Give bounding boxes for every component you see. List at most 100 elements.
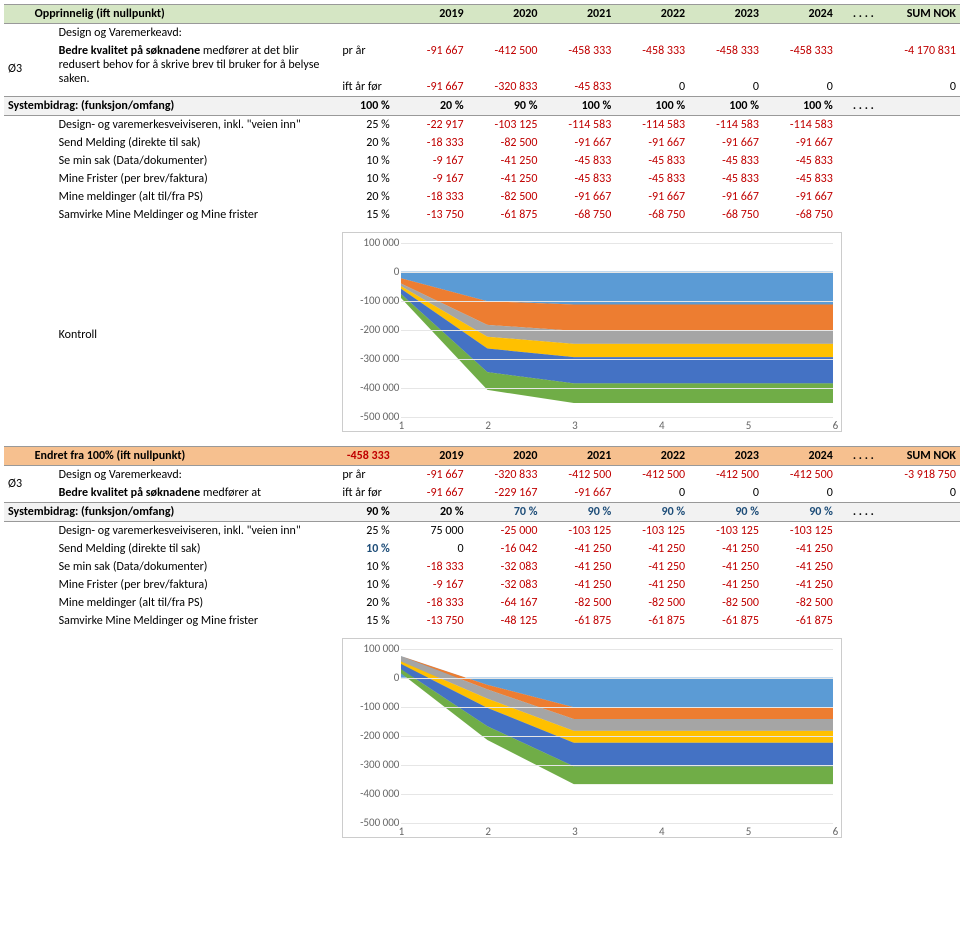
section2-syshdr: Systembidrag: (funksjon/omfang) 90 % 20 … <box>4 503 960 522</box>
row-pct: 25 % <box>338 522 393 541</box>
x-axis-label: 1 <box>399 825 405 839</box>
y-axis-label: -100 000 <box>347 700 399 714</box>
y-axis-label: -200 000 <box>347 323 399 337</box>
row-val: -82 500 <box>468 188 542 206</box>
row-val: -91 667 <box>615 134 689 152</box>
row-val: -13 750 <box>394 612 468 630</box>
x-axis-label: 4 <box>659 825 665 839</box>
row-val: -41 250 <box>689 540 763 558</box>
section1-header: Opprinnelig (ift nullpunkt) 2019 2020 20… <box>4 5 960 24</box>
x-axis-label: 5 <box>746 419 752 433</box>
row-name: Mine meldinger (alt til/fra PS) <box>31 594 339 612</box>
row-val: 75 000 <box>394 522 468 541</box>
row-val: 0 <box>394 540 468 558</box>
row-pct: 10 % <box>338 152 393 170</box>
section1-table: Opprinnelig (ift nullpunkt) 2019 2020 20… <box>4 4 960 446</box>
row-name: Mine Frister (per brev/faktura) <box>31 170 339 188</box>
row-val: -9 167 <box>394 152 468 170</box>
y-axis-label: -400 000 <box>347 381 399 395</box>
row-val: -114 583 <box>541 116 615 135</box>
hdr-title: Opprinnelig (ift nullpunkt) <box>31 5 339 24</box>
row-val: -41 250 <box>541 540 615 558</box>
x-axis-label: 6 <box>833 419 839 433</box>
row-val: -61 875 <box>468 206 542 224</box>
row-val: -41 250 <box>541 558 615 576</box>
row-val: -16 042 <box>468 540 542 558</box>
row-val: -91 667 <box>763 134 837 152</box>
row-val: -114 583 <box>689 116 763 135</box>
x-axis-label: 4 <box>659 419 665 433</box>
row-val: -68 750 <box>689 206 763 224</box>
table-row: Mine meldinger (alt til/fra PS)20 %-18 3… <box>4 594 960 612</box>
row-val: -91 667 <box>541 188 615 206</box>
row-val: -9 167 <box>394 170 468 188</box>
row-val: -68 750 <box>615 206 689 224</box>
y-axis-label: -500 000 <box>347 410 399 424</box>
x-axis-label: 6 <box>833 825 839 839</box>
row-val: -45 833 <box>763 170 837 188</box>
row-val: -91 667 <box>689 134 763 152</box>
section1-pr-ar: Ø3 Bedre kvalitet på søknadene medfører … <box>4 42 960 60</box>
x-axis-label: 3 <box>572 419 578 433</box>
row-val: -9 167 <box>394 576 468 594</box>
row-val: -41 250 <box>615 540 689 558</box>
row-val: -41 250 <box>763 558 837 576</box>
y-axis-label: -500 000 <box>347 816 399 830</box>
section2-pr-ar: Ø3 Design og Varemerkeavd: pr år -91 667… <box>4 466 960 485</box>
row-val: -82 500 <box>689 594 763 612</box>
section1-syshdr: Systembidrag: (funksjon/omfang) 100 % 20… <box>4 97 960 116</box>
row-val: -61 875 <box>615 612 689 630</box>
row-val: -103 125 <box>763 522 837 541</box>
row-val: -45 833 <box>541 170 615 188</box>
row-val: -91 667 <box>689 188 763 206</box>
row-val: -91 667 <box>541 134 615 152</box>
row-val: -41 250 <box>615 558 689 576</box>
y-axis-label: 100 000 <box>347 236 399 250</box>
row-pct: 15 % <box>338 612 393 630</box>
row-val: -41 250 <box>615 576 689 594</box>
y-axis-label: -300 000 <box>347 352 399 366</box>
row-pct: 25 % <box>338 116 393 135</box>
row-val: -103 125 <box>468 116 542 135</box>
row-val: -25 000 <box>468 522 542 541</box>
y-axis-label: 0 <box>347 671 399 685</box>
y-axis-label: -200 000 <box>347 729 399 743</box>
table-row: Se min sak (Data/dokumenter)10 %-18 333-… <box>4 558 960 576</box>
row-val: -45 833 <box>541 152 615 170</box>
row-name: Mine Frister (per brev/faktura) <box>31 576 339 594</box>
x-axis-label: 2 <box>485 825 491 839</box>
row-pct: 20 % <box>338 594 393 612</box>
row-val: -114 583 <box>763 116 837 135</box>
row-val: -82 500 <box>468 134 542 152</box>
row-val: -45 833 <box>615 152 689 170</box>
y-axis-label: -300 000 <box>347 758 399 772</box>
table-row: Send Melding (direkte til sak)20 %-18 33… <box>4 134 960 152</box>
row-val: -91 667 <box>615 188 689 206</box>
row-val: -41 250 <box>763 540 837 558</box>
table-row: Mine Frister (per brev/faktura)10 %-9 16… <box>4 576 960 594</box>
y-axis-label: -100 000 <box>347 294 399 308</box>
row-pct: 10 % <box>338 558 393 576</box>
row-pct: 20 % <box>338 188 393 206</box>
row-val: -45 833 <box>689 152 763 170</box>
row-val: -45 833 <box>763 152 837 170</box>
row-pct: 20 % <box>338 134 393 152</box>
row-val: -32 083 <box>468 558 542 576</box>
y-axis-label: -400 000 <box>347 787 399 801</box>
row-val: -18 333 <box>394 558 468 576</box>
row-val: -41 250 <box>689 558 763 576</box>
row-name: Samvirke Mine Meldinger og Mine frister <box>31 612 339 630</box>
row-val: -68 750 <box>541 206 615 224</box>
table-row: Samvirke Mine Meldinger og Mine frister1… <box>4 612 960 630</box>
section2-ift: Bedre kvalitet på søknadene medfører at … <box>4 484 960 503</box>
section1-chart: 100 0000-100 000-200 000-300 000-400 000… <box>342 232 842 432</box>
row-val: -61 875 <box>763 612 837 630</box>
row-val: -103 125 <box>541 522 615 541</box>
section2-chart: 100 0000-100 000-200 000-300 000-400 000… <box>342 638 842 838</box>
row-val: -64 167 <box>468 594 542 612</box>
table-row: Se min sak (Data/dokumenter)10 %-9 167-4… <box>4 152 960 170</box>
row-name: Send Melding (direkte til sak) <box>31 540 339 558</box>
section1-kontroll-chart: Kontroll 100 0000-100 000-200 000-300 00… <box>4 224 960 446</box>
row-val: -103 125 <box>615 522 689 541</box>
row-val: -41 250 <box>541 576 615 594</box>
